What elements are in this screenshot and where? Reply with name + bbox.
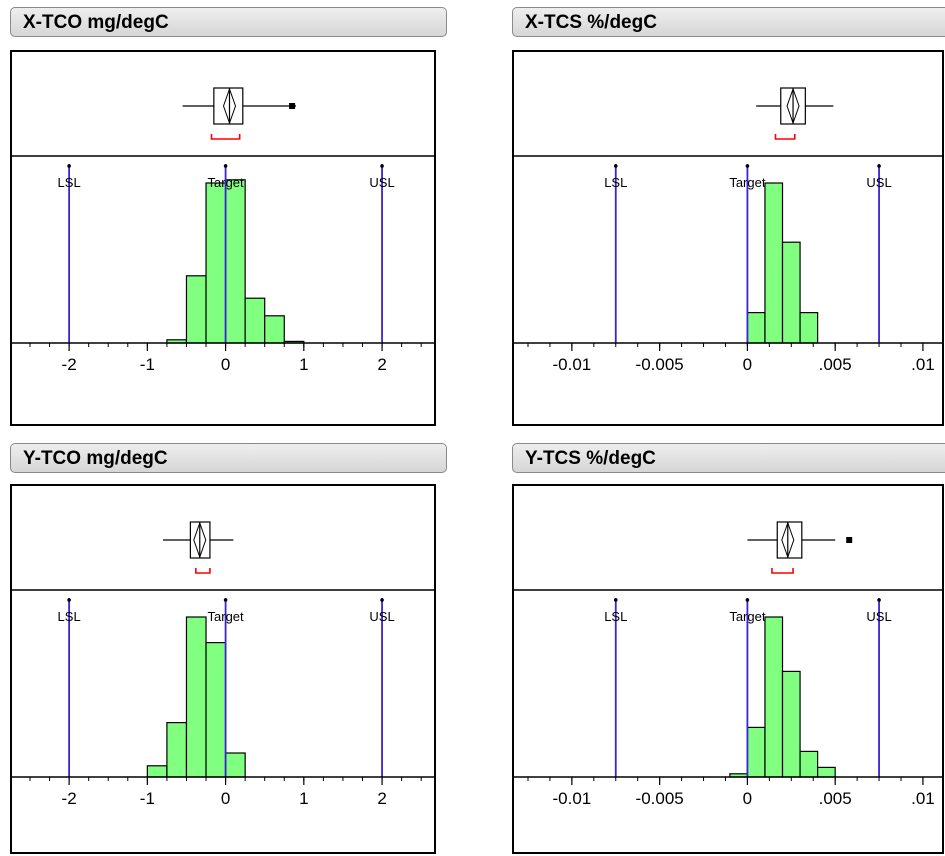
shortest-half-bracket — [195, 568, 211, 574]
x-tick-label: -0.01 — [553, 355, 592, 374]
spec-label-lsl: LSL — [58, 175, 81, 190]
panel-header-x-tco[interactable]: X-TCO mg/degC — [10, 7, 447, 37]
spec-label-usl: USL — [866, 175, 891, 190]
histogram-bar — [244, 297, 266, 344]
histogram-bar — [166, 722, 188, 778]
x-tick-label: -0.005 — [636, 355, 684, 374]
panel-title-y-tcs: Y-TCS %/degC — [525, 448, 656, 469]
spec-dot-target — [745, 598, 750, 602]
shortest-half-bracket — [774, 134, 796, 140]
spec-dot-lsl — [613, 598, 618, 602]
histogram-bar — [781, 241, 801, 344]
spec-label-lsl: LSL — [58, 609, 81, 624]
panel-header-y-tcs[interactable]: Y-TCS %/degC — [512, 443, 945, 473]
panel-header-x-tcs[interactable]: X-TCS %/degC — [512, 7, 945, 37]
outlier-point — [846, 537, 853, 543]
spec-label-usl: USL — [866, 609, 891, 624]
spec-dot-usl — [380, 598, 384, 602]
histogram-bar — [146, 765, 168, 778]
spec-label-usl: USL — [369, 175, 394, 190]
x-tick-label: 0 — [221, 355, 230, 374]
histogram-bar — [185, 616, 207, 778]
x-tick-label: .01 — [911, 355, 935, 374]
spec-dot-lsl — [67, 598, 71, 602]
spec-dot-target — [745, 164, 750, 168]
histogram-bar — [764, 182, 784, 344]
histogram-bar — [781, 670, 801, 778]
panel-title-y-tco: Y-TCO mg/degC — [23, 448, 168, 469]
panel-title-x-tco: X-TCO mg/degC — [23, 12, 169, 33]
x-tick-label: .005 — [819, 789, 852, 808]
x-tick-label: -1 — [140, 789, 155, 808]
spec-dot-lsl — [613, 164, 618, 168]
histogram-bar — [746, 726, 766, 778]
spec-label-lsl: LSL — [604, 609, 627, 624]
x-tick-label: -2 — [62, 789, 77, 808]
chart-y-tcs: LSL Target USL -0.01 -0.005 0 .005 .01 — [512, 484, 944, 854]
histogram-bar — [205, 182, 227, 344]
chart-y-tco: LSL Target USL -2 -1 0 1 2 — [10, 484, 436, 854]
spec-dot-usl — [380, 164, 384, 168]
histogram-bar — [799, 750, 819, 778]
chart-x-tco: LSL Target USL -2 -1 0 1 2 — [10, 50, 436, 426]
spec-label-target: Target — [208, 175, 245, 190]
spec-label-target: Target — [208, 609, 245, 624]
spec-dot-lsl — [67, 164, 71, 168]
histogram-bar — [264, 315, 285, 344]
histogram-bar — [764, 616, 784, 778]
x-tick-label: 1 — [299, 789, 308, 808]
panel-frame — [512, 484, 944, 854]
spec-dot-target — [223, 598, 228, 602]
histogram-bar — [224, 752, 246, 778]
spec-label-lsl: LSL — [604, 175, 627, 190]
chart-x-tcs: LSL Target USL -0.01 -0.005 0 .005 .01 — [512, 50, 944, 426]
x-tick-label: 0 — [743, 789, 752, 808]
mean-diamond — [193, 521, 207, 559]
x-tick-label: -0.01 — [553, 789, 592, 808]
histogram-bar — [205, 642, 227, 778]
outlier-point — [289, 103, 296, 109]
histogram-bar — [185, 275, 207, 344]
panel-header-y-tco[interactable]: Y-TCO mg/degC — [10, 443, 447, 473]
shortest-half-bracket — [771, 568, 794, 574]
histogram-bar — [224, 179, 246, 344]
spec-label-target: Target — [729, 609, 766, 624]
spec-dot-target — [223, 164, 228, 168]
box-iqr — [213, 87, 244, 125]
mean-diamond — [786, 87, 800, 125]
spec-dot-usl — [877, 598, 881, 602]
shortest-half-bracket — [210, 134, 241, 140]
histogram-bar — [746, 312, 766, 344]
x-tick-label: 2 — [377, 789, 386, 808]
panel-title-x-tcs: X-TCS %/degC — [525, 12, 657, 33]
x-tick-label: -0.005 — [636, 789, 684, 808]
x-tick-label: .005 — [819, 355, 852, 374]
spec-dot-usl — [877, 164, 881, 168]
x-tick-label: 0 — [221, 789, 230, 808]
histogram-bar — [799, 312, 819, 344]
mean-diamond — [781, 521, 795, 559]
spec-label-target: Target — [729, 175, 766, 190]
x-tick-label: -2 — [62, 355, 77, 374]
x-tick-label: -1 — [140, 355, 155, 374]
histogram-bar — [817, 766, 836, 778]
x-tick-label: 1 — [299, 355, 308, 374]
x-tick-label: .01 — [911, 789, 935, 808]
mean-diamond — [222, 87, 237, 125]
spec-label-usl: USL — [369, 609, 394, 624]
x-tick-label: 0 — [743, 355, 752, 374]
panel-frame — [512, 50, 944, 426]
x-tick-label: 2 — [377, 355, 386, 374]
